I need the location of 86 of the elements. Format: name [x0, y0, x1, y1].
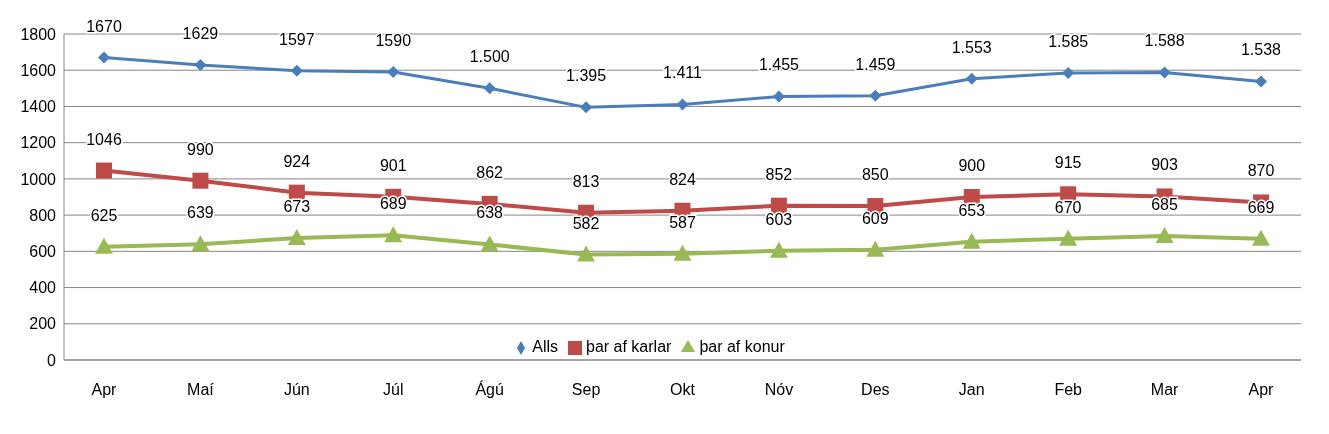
data-label: 915 — [1054, 154, 1082, 172]
data-label: 1629 — [182, 24, 219, 42]
y-tick-label: 600 — [29, 243, 57, 261]
point — [676, 98, 689, 111]
data-label: 669 — [1247, 198, 1275, 216]
legend-label: þar af konur — [699, 338, 785, 355]
x-tick-label: Sep — [571, 381, 601, 399]
data-label: 1.500 — [469, 48, 510, 66]
x-tick-label: Maí — [187, 381, 215, 399]
point — [98, 51, 110, 64]
point — [1252, 229, 1270, 246]
data-label: 1.588 — [1144, 32, 1185, 50]
x-tick-label: Apr — [91, 381, 118, 399]
point — [962, 232, 981, 249]
point — [95, 237, 113, 254]
point — [772, 90, 785, 103]
data-label: 850 — [861, 166, 889, 184]
x-tick-label: Apr — [1248, 381, 1275, 399]
point — [673, 244, 692, 261]
data-label: 625 — [90, 206, 118, 224]
point — [480, 235, 499, 252]
data-label: 1.585 — [1048, 32, 1089, 50]
data-label: 1.455 — [758, 56, 800, 74]
data-label: 685 — [1151, 195, 1179, 213]
x-tick-label: Feb — [1054, 381, 1083, 399]
data-label: 990 — [187, 140, 214, 158]
y-tick-label: 1000 — [20, 170, 57, 188]
data-label: 862 — [476, 163, 504, 181]
x-tick-label: Jún — [283, 381, 310, 399]
data-label: 609 — [861, 209, 889, 227]
data-label: 852 — [765, 165, 793, 183]
y-tick-label: 1200 — [20, 134, 57, 152]
legend-label: þar af karlar — [586, 338, 672, 355]
x-tick-label: Júl — [383, 381, 404, 399]
data-label: 924 — [283, 152, 311, 170]
point — [769, 241, 788, 258]
y-tick-label: 200 — [29, 315, 57, 333]
data-label: 1597 — [279, 30, 315, 48]
y-tick-label: 800 — [29, 206, 57, 224]
point — [866, 240, 885, 257]
point — [387, 66, 400, 79]
data-label: 901 — [379, 156, 407, 174]
x-tick-label: Nóv — [764, 381, 794, 399]
point — [1059, 229, 1078, 246]
data-label: 1.538 — [1240, 41, 1282, 59]
data-label: 638 — [476, 204, 504, 222]
data-label: 1.459 — [855, 55, 896, 73]
point — [869, 89, 882, 102]
y-tick-label: 1600 — [20, 61, 57, 79]
x-tick-label: Mar — [1150, 381, 1180, 399]
x-tick-label: Jan — [958, 381, 985, 399]
data-label: 900 — [958, 157, 986, 174]
point — [191, 235, 210, 252]
y-tick-label: 0 — [47, 351, 57, 369]
data-label: 1.411 — [663, 64, 703, 82]
x-tick-label: Okt — [670, 381, 696, 399]
data-label: 670 — [1054, 198, 1082, 216]
data-label: 1046 — [86, 130, 122, 148]
y-tick-label: 1400 — [20, 98, 57, 116]
legend-label: Alls — [532, 338, 558, 355]
data-label: 824 — [669, 170, 696, 188]
data-label: 1.553 — [951, 38, 992, 56]
data-label: 673 — [283, 198, 311, 216]
y-tick-label: 400 — [29, 279, 57, 297]
data-label: 1670 — [86, 17, 122, 35]
point — [96, 162, 112, 179]
point — [287, 229, 306, 246]
x-tick-label: Ágú — [475, 380, 504, 399]
point — [1255, 75, 1267, 88]
point — [384, 226, 403, 243]
data-label: 639 — [187, 204, 214, 222]
point — [965, 72, 978, 85]
point — [194, 58, 207, 71]
data-label: 1.395 — [566, 67, 607, 85]
data-label: 813 — [572, 172, 600, 190]
point — [483, 82, 496, 95]
point — [577, 245, 596, 262]
x-tick-label: Des — [861, 381, 890, 399]
data-label: 1590 — [375, 32, 412, 50]
data-label: 603 — [765, 210, 793, 228]
y-tick-label: 1800 — [20, 25, 57, 43]
point — [192, 172, 209, 189]
point — [1155, 226, 1174, 243]
data-label: 870 — [1247, 162, 1275, 180]
data-label: 653 — [958, 201, 986, 219]
data-label: 903 — [1151, 156, 1179, 174]
